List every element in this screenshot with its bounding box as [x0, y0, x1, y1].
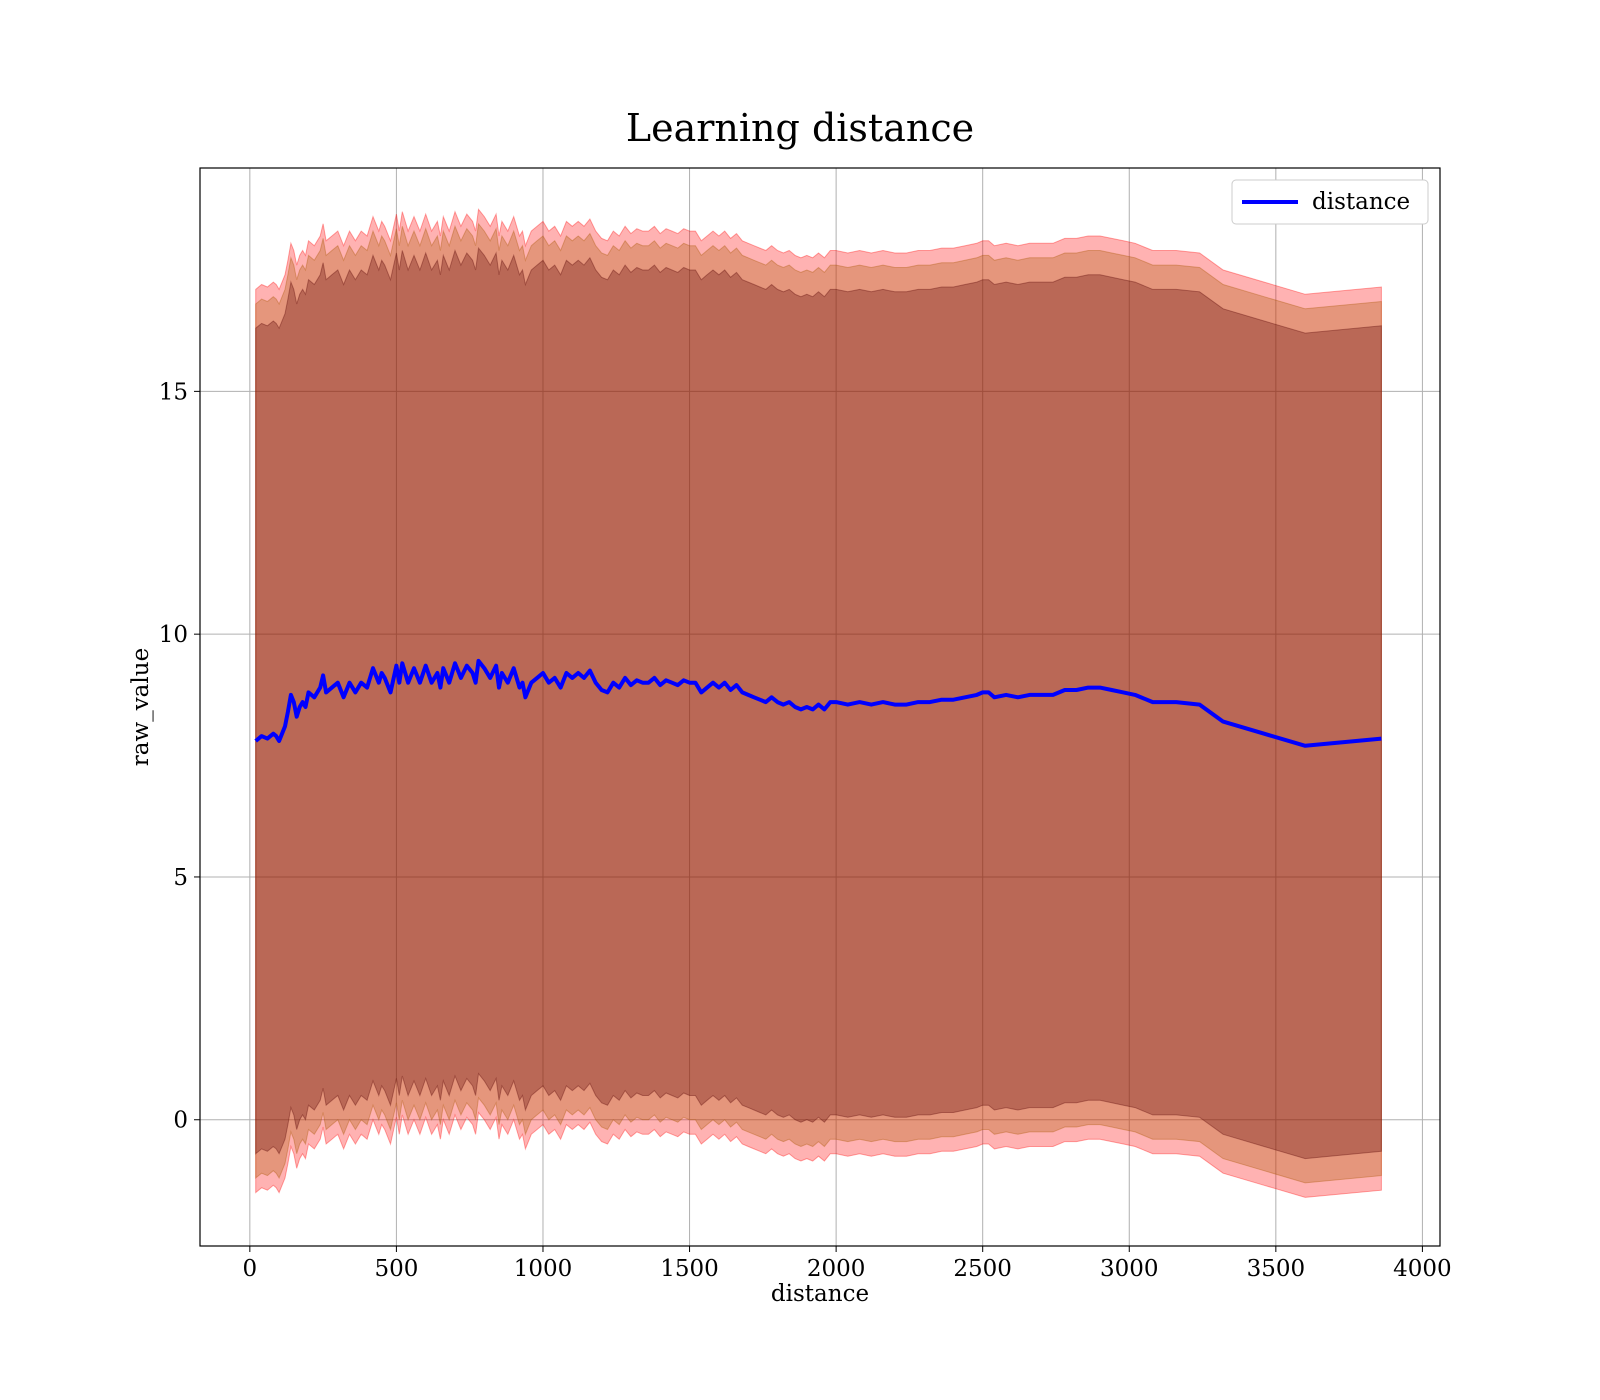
- x-tick-label: 2500: [953, 1256, 1012, 1282]
- lines-layer: [254, 658, 1382, 748]
- x-tick-label: 1500: [660, 1256, 719, 1282]
- y-axis-label: raw_value: [128, 648, 154, 766]
- grid: [200, 168, 1440, 1246]
- plot-frame: [199, 167, 1441, 1247]
- chart-title: Learning distance: [626, 106, 974, 150]
- x-tick-label: 2000: [807, 1256, 866, 1282]
- x-axis-label: distance: [771, 1281, 869, 1307]
- x-tick-label: 4000: [1393, 1256, 1452, 1282]
- x-tick-label: 3500: [1247, 1256, 1306, 1282]
- x-tick-label: 3000: [1100, 1256, 1159, 1282]
- legend-label-distance: distance: [1312, 189, 1410, 215]
- x-tick-label: 0: [243, 1256, 258, 1282]
- legend-box: [1231, 179, 1429, 225]
- y-tick-label: 0: [173, 1108, 188, 1134]
- y-tick-label: 10: [159, 622, 188, 648]
- x-tick-label: 500: [374, 1256, 418, 1282]
- y-tick-label: 15: [159, 379, 188, 405]
- legend: distance: [1231, 179, 1429, 225]
- x-tick-label: 1000: [514, 1256, 573, 1282]
- ticks-layer: 0 500 1000 1500 2000 2500 3000 3500 4000 0 5 10 15: [159, 379, 1452, 1282]
- y-tick-label: 5: [173, 865, 188, 891]
- series-line-distance: [254, 658, 1382, 748]
